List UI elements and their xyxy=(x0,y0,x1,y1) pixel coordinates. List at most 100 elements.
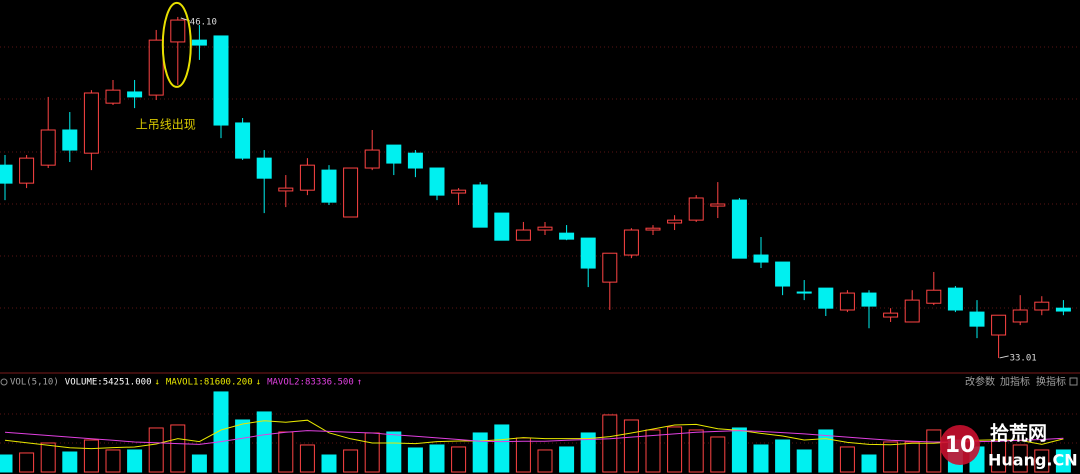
volume-bar xyxy=(213,391,229,473)
candle-body xyxy=(1034,301,1050,311)
candle-body xyxy=(969,311,985,327)
volume-bar xyxy=(256,411,272,473)
highlight-ellipse xyxy=(161,1,192,88)
legend-name: VOLUME: xyxy=(65,378,103,388)
toolbar-button[interactable]: 改参数 xyxy=(965,375,995,388)
candle-body xyxy=(515,229,531,241)
legend: VOLUME: 54251.000 ↓ MAVOL1: 81600.200 ↓ MAVOL2… xyxy=(65,378,362,388)
volume-bar xyxy=(343,449,359,473)
candle-body xyxy=(235,122,251,159)
candle-body xyxy=(127,91,143,98)
candle-body xyxy=(537,226,553,231)
volume-bar xyxy=(602,414,618,473)
ma-line xyxy=(4,430,1064,445)
candle-body xyxy=(472,184,488,228)
volume-bar xyxy=(1034,449,1050,473)
candle-body xyxy=(947,287,963,311)
panel-icon xyxy=(0,378,8,386)
volume-bar xyxy=(753,444,769,473)
volume-bar xyxy=(818,429,834,473)
candle-body xyxy=(710,203,726,207)
candle-body xyxy=(407,152,423,169)
volume-bar xyxy=(62,451,78,473)
legend-value: 83336.500 xyxy=(305,378,354,388)
volume-bar xyxy=(278,431,294,473)
volume-bar xyxy=(472,432,488,473)
candle-body xyxy=(429,167,445,196)
volume-bar xyxy=(19,452,35,473)
volume-bar xyxy=(299,444,315,473)
candle-body xyxy=(170,19,186,43)
candle-body xyxy=(623,229,639,256)
toolbar-icon[interactable] xyxy=(1069,377,1078,386)
volume-bar xyxy=(667,426,683,473)
annotation: 上吊线出现 xyxy=(136,117,196,131)
volume-bar xyxy=(321,454,337,473)
candle-body xyxy=(883,312,899,318)
candle-body xyxy=(256,157,272,179)
candle-body xyxy=(580,237,596,269)
toolbar-button[interactable]: 换指标 xyxy=(1036,375,1066,388)
candle-body xyxy=(191,39,207,46)
candle-body xyxy=(991,314,1007,336)
candle-body xyxy=(839,292,855,311)
candle-body xyxy=(299,164,315,191)
volume-bar xyxy=(688,429,704,473)
volume-bar xyxy=(861,454,877,473)
toolbar-button[interactable]: 加指标 xyxy=(1000,375,1030,388)
volume-bar xyxy=(559,446,575,473)
logo-circle xyxy=(940,425,980,465)
candle-body xyxy=(602,252,618,283)
candle-body xyxy=(148,39,164,96)
candle-body xyxy=(278,187,294,192)
candle-body xyxy=(386,144,402,164)
volume-bar xyxy=(0,454,13,473)
volume-bar xyxy=(127,449,143,473)
volume-bar xyxy=(407,447,423,473)
volume-bar xyxy=(40,442,56,473)
legend-name: MAVOL1: xyxy=(166,378,204,388)
volume-bar xyxy=(364,432,380,473)
candle-body xyxy=(753,254,769,263)
candle-body xyxy=(364,149,380,169)
max-label: 46.10 xyxy=(190,17,217,27)
logo-site: Huang.CN xyxy=(988,451,1078,470)
volume-bar xyxy=(386,431,402,473)
volume-bar xyxy=(494,424,510,473)
candle-body xyxy=(904,299,920,323)
candle-body xyxy=(1012,309,1028,323)
candle-body xyxy=(926,289,942,304)
volume-bar xyxy=(883,441,899,473)
candle-body xyxy=(667,219,683,224)
volume-bar xyxy=(731,427,747,473)
logo-name: 拾荒网 xyxy=(990,422,1047,445)
volume-bar xyxy=(537,449,553,473)
legend-arrow: ↑ xyxy=(357,378,362,388)
candle-body xyxy=(1055,307,1071,312)
candle-body xyxy=(213,35,229,126)
volume-bar xyxy=(170,424,186,473)
volume-bar xyxy=(83,439,99,473)
candle-body xyxy=(818,287,834,309)
candle-body xyxy=(688,197,704,221)
candle-body xyxy=(645,227,661,231)
volume-bar xyxy=(623,419,639,473)
volume-bar xyxy=(191,454,207,473)
volume-bar xyxy=(515,437,531,473)
volume-bar xyxy=(580,432,596,473)
candle-body xyxy=(321,169,337,203)
volume-bar xyxy=(839,446,855,473)
min-pointer xyxy=(999,355,1009,359)
candle-body xyxy=(0,164,13,184)
candle-body xyxy=(62,129,78,151)
volume-bar xyxy=(1012,444,1028,473)
candle-body xyxy=(343,167,359,218)
candle-body xyxy=(494,212,510,241)
volume-bar xyxy=(451,446,467,473)
candle-body xyxy=(796,291,812,294)
watermark: 10 拾荒网 Huang.CN xyxy=(940,422,1078,470)
min-label: 33.01 xyxy=(1010,353,1037,363)
candle-body xyxy=(451,189,467,194)
indicator-title: VOL(5,10) xyxy=(10,378,59,388)
